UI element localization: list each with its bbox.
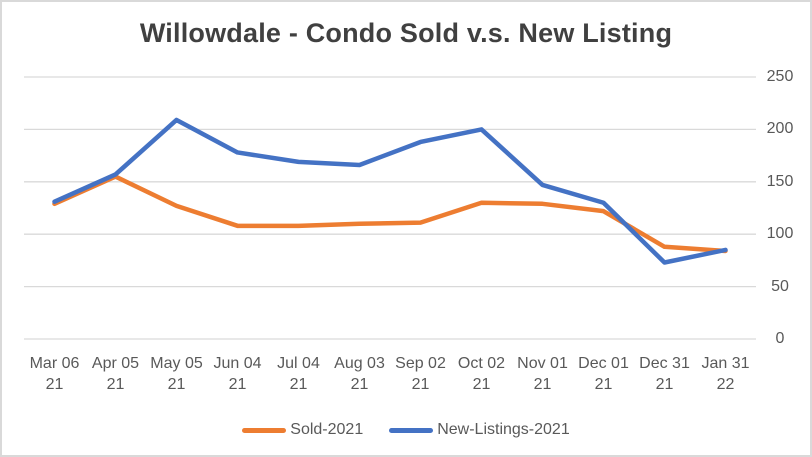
legend-item-new-listings: New-Listings-2021 [389,421,570,439]
y-tick-label: 150 [766,172,794,190]
legend-item-sold: Sold-2021 [242,421,363,439]
series-line-sold-2021 [52,174,728,254]
x-tick-line1: Mar 06 [29,355,80,372]
x-tick-line1: Jun 04 [213,355,262,372]
x-tick-line1: Jul 04 [277,355,320,372]
x-tick-line2: 21 [106,376,125,393]
x-tick-line2: 21 [472,376,491,393]
plot-area [24,76,756,340]
x-tick-line2: 21 [533,376,552,393]
x-tick-line2: 21 [594,376,613,393]
x-tick-label: Jan 31 22 [685,353,767,395]
x-tick-line2: 21 [350,376,369,393]
x-axis: Mar 06 21 Apr 05 21 May 05 21 Jun 04 21 Jul 04 21… [24,353,756,401]
x-tick-line1: Aug 03 [334,355,385,372]
legend-label-sold: Sold-2021 [290,421,364,438]
x-tick-line1: Nov 01 [517,355,568,372]
x-tick-line1: Dec 31 [639,355,690,372]
legend: Sold-2021 New-Listings-2021 [2,421,810,439]
chart-title: Willowdale - Condo Sold v.s. New Listing [139,18,673,48]
series-line-new-listings-2021 [52,117,728,265]
x-tick-label: Jul 04 21 [258,353,340,395]
x-tick-label: Oct 02 21 [441,353,523,395]
y-tick-label: 50 [771,277,789,295]
x-tick-label: Aug 03 21 [319,353,401,395]
x-tick-line1: Dec 01 [578,355,629,372]
x-tick-label: Jun 04 21 [197,353,279,395]
y-tick-label: 100 [766,225,794,243]
x-tick-line2: 21 [45,376,64,393]
x-tick-line1: May 05 [150,355,203,372]
legend-label-new-listings: New-Listings-2021 [437,421,570,438]
y-tick-label: 0 [775,330,785,347]
legend-line-new-listings-icon [389,427,434,433]
x-tick-line2: 21 [411,376,430,393]
y-tick-label: 250 [766,68,794,85]
y-axis: 0 50 100 150 200 250 [754,68,806,347]
x-tick-line2: 21 [655,376,674,393]
x-tick-label: Sep 02 21 [380,353,462,395]
x-tick-label: Dec 31 21 [624,353,706,395]
legend-line-sold-icon [242,427,287,433]
x-tick-label: Nov 01 21 [502,353,584,395]
x-tick-line1: Oct 02 [457,355,506,372]
x-tick-line2: 22 [716,376,735,393]
x-tick-label: Mar 06 21 [14,353,96,395]
x-tick-line2: 21 [167,376,186,393]
x-tick-line1: Sep 02 [395,355,446,372]
x-tick-label: May 05 21 [136,353,218,395]
x-tick-line2: 21 [289,376,308,393]
x-tick-label: Dec 01 21 [563,353,645,395]
x-tick-line1: Apr 05 [91,355,140,372]
x-tick-line2: 21 [228,376,247,393]
x-tick-label: Apr 05 21 [75,353,157,395]
y-tick-label: 200 [766,120,794,138]
x-tick-line1: Jan 31 [701,355,750,372]
